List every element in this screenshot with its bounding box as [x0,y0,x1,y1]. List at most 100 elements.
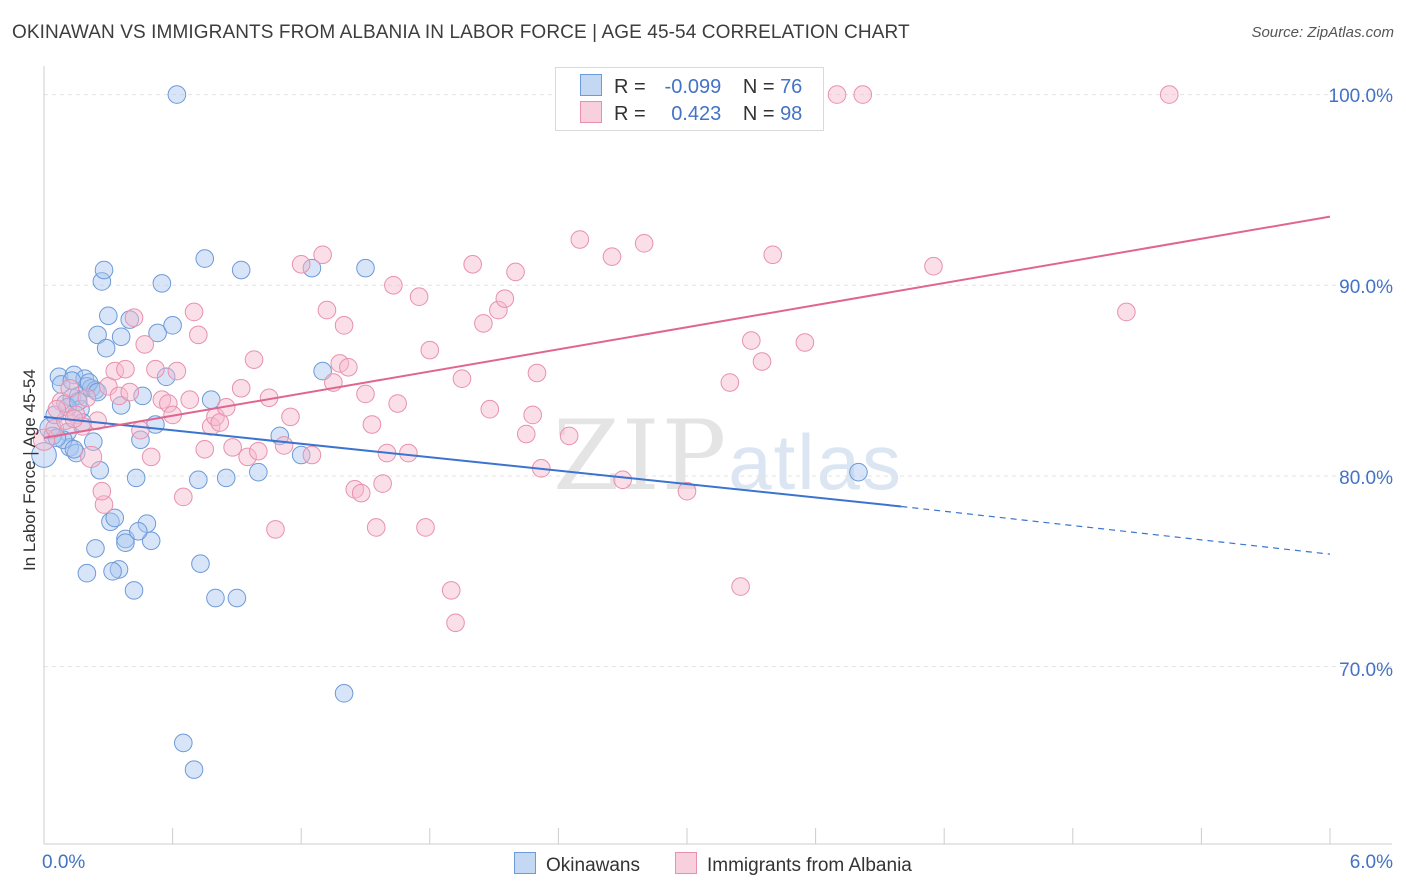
okinawan-point [216,468,236,488]
albania-point [180,390,200,410]
okinawan-point [124,581,144,600]
albania-point [302,445,322,465]
legend-swatch-pink [580,101,602,123]
okinawan-point [88,325,107,345]
albania-point [506,262,525,282]
albania-point [677,481,697,501]
albania-point [452,369,472,389]
okinawan-point [88,382,107,402]
x-tick-label-max: 6.0% [1349,852,1393,873]
bottom-legend-albania: Immigrants from Albania [675,852,912,877]
watermark: ZIPatlas [553,400,903,512]
okinawan-point [126,468,146,488]
okinawan-point [77,563,97,583]
okinawan-point [167,85,187,104]
albania-point [45,419,65,438]
albania-point [416,518,435,537]
albania-point [77,388,97,408]
albania-point [602,247,622,266]
albania-point [362,415,382,434]
okinawan-point [116,533,135,553]
okinawan-point [356,258,375,278]
okinawan-point [109,560,129,579]
okinawan-point [163,316,182,335]
correlation-legend: R = -0.099 N = 76 R = 0.423 N = 98 [555,67,824,131]
albania-point [731,577,750,596]
albania-point [634,234,654,253]
okinawan-point [231,260,251,280]
albania-point [1117,302,1136,322]
albania-point [339,357,358,377]
albania-point [827,85,847,104]
source-label: Source: ZipAtlas.com [1251,24,1394,41]
albania-point [489,300,508,320]
albania-point [317,300,337,320]
y-axis-label: In Labor Force | Age 45-54 [20,369,39,571]
legend-n-value: 76 [780,76,803,98]
okinawan-point [152,274,172,293]
okinawan-point [105,508,125,528]
y-tick-label-80: 80.0% [1339,468,1393,489]
albania-point [249,441,268,461]
bottom-legend-label: Immigrants from Albania [707,855,912,876]
legend-n-label: N = [742,76,775,98]
okinawan-point [206,588,225,608]
okinawan-point [96,338,116,358]
okinawan-point [184,760,204,779]
legend-n-label: N = [742,103,775,125]
albania-point [366,518,386,537]
okinawan-point [291,445,311,465]
albania-point [334,316,354,335]
legend-r-label: R = [614,76,646,98]
y-tick-label-90: 90.0% [1339,277,1393,298]
legend-swatch-blue [580,74,602,96]
legend-row-okinawans: R = -0.099 N = 76 [580,74,802,100]
albania-point [146,359,165,379]
albania-point [60,378,80,398]
watermark-zip: ZIP [553,400,729,512]
albania-point [174,487,193,507]
y-tick-label-70: 70.0% [1339,660,1393,681]
albania-point [266,520,285,539]
albania-point [495,289,515,308]
albania-point [559,426,579,446]
legend-row-albania: R = 0.423 N = 98 [580,101,802,127]
albania-point [388,394,407,413]
albania-point [80,445,103,468]
albania-point [409,287,429,307]
legend-r-label: R = [614,103,646,125]
okinawan-point [249,462,268,482]
okinawan-point [195,249,215,268]
albania-point [141,447,161,467]
okinawan-trend-line-extension [901,505,1331,555]
okinawan-point [148,323,167,343]
albania-point [131,420,150,440]
okinawan-point [83,432,103,451]
albania-point [184,302,204,322]
okinawan-point [92,272,112,291]
okinawan-point [313,361,332,381]
albania-point [159,394,178,413]
albania-trend-line [43,215,1331,439]
okinawan-point [141,531,161,551]
albania-point [124,308,144,328]
albania-point [238,447,257,467]
albania-point [570,230,590,249]
albania-point [135,335,155,354]
albania-point [195,439,215,459]
albania-point [742,331,761,350]
okinawan-point [131,430,150,450]
okinawan-point [94,260,114,280]
albania-point [441,581,461,600]
albania-point [356,384,375,404]
okinawan-point [189,470,208,490]
albania-point [853,85,873,104]
albania-point [924,256,943,276]
albania-point [474,314,493,333]
albania-point [373,474,392,493]
bottom-legend-swatch-pink [675,852,697,874]
okinawan-point [156,367,176,387]
okinawan-point [227,588,247,608]
okinawan-point [64,439,84,459]
